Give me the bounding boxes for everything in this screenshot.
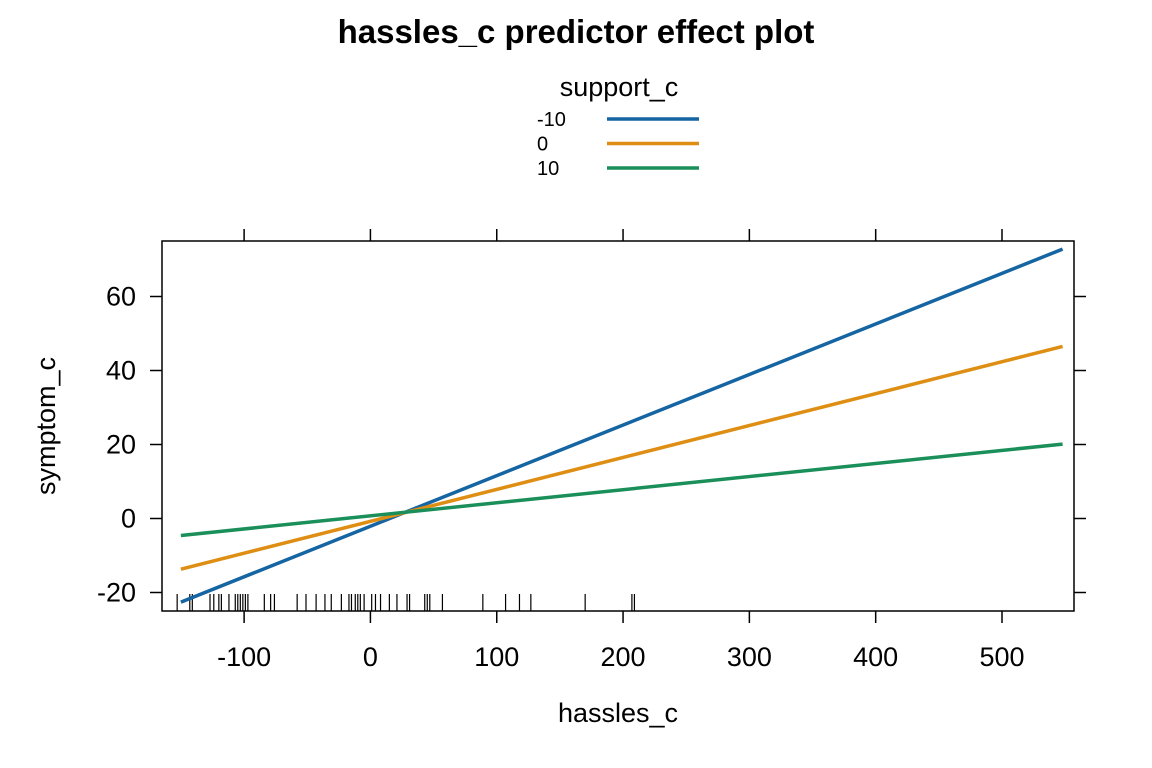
x-tick-label: 0 <box>363 642 378 672</box>
x-tick-label: 300 <box>727 642 772 672</box>
x-tick-label: -100 <box>217 642 271 672</box>
series-line--10 <box>180 247 1064 604</box>
y-tick-label: 20 <box>106 430 136 460</box>
legend-title: support_c <box>560 72 679 102</box>
y-tick-label: -20 <box>97 578 136 608</box>
x-tick-label: 500 <box>979 642 1024 672</box>
legend-label: 10 <box>537 158 559 180</box>
y-axis-label: symptom_c <box>31 357 61 495</box>
axis-ticks: -100 0 100 200 300 400 500 -20 0 20 40 60 <box>97 229 1086 672</box>
y-tick-label: 60 <box>106 282 136 312</box>
y-tick-label: 40 <box>106 356 136 386</box>
legend-label: -10 <box>537 109 566 131</box>
rug-marks <box>176 594 636 611</box>
x-axis-label: hassles_c <box>558 698 678 728</box>
y-tick-label: 0 <box>121 504 136 534</box>
legend-label: 0 <box>537 134 548 156</box>
chart-title: hassles_c predictor effect plot <box>338 13 815 50</box>
x-tick-label: 100 <box>474 642 519 672</box>
series-lines <box>180 247 1064 604</box>
plot-panel <box>161 240 1075 612</box>
legend: support_c -10 010 <box>537 72 699 180</box>
series-line-10 <box>180 442 1063 538</box>
x-tick-label: 400 <box>853 642 898 672</box>
series-line-0 <box>180 344 1064 571</box>
x-tick-label: 200 <box>601 642 646 672</box>
